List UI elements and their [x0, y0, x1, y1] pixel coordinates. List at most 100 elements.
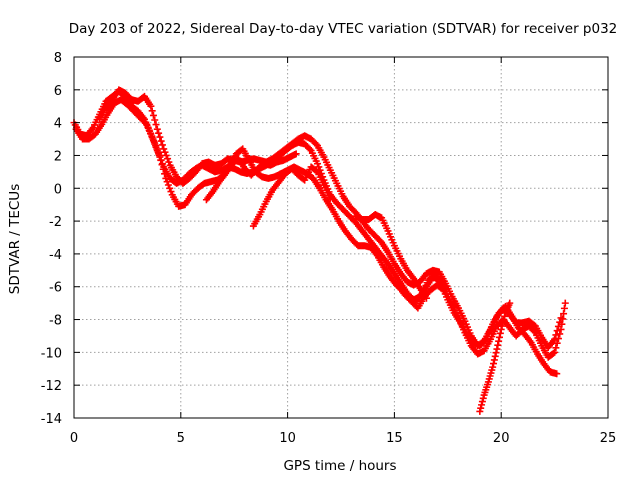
data-point — [312, 167, 320, 175]
y-tick-label: -4 — [49, 248, 62, 263]
data-point — [326, 194, 334, 202]
data-point — [551, 335, 559, 343]
y-tick-label: -6 — [49, 281, 62, 296]
data-point — [501, 312, 509, 320]
data-point — [162, 151, 170, 159]
data-point — [164, 155, 172, 163]
data-point — [292, 150, 300, 158]
data-point — [158, 141, 166, 149]
series-trace-h — [395, 281, 448, 312]
data-point — [506, 299, 514, 307]
data-point — [157, 137, 165, 145]
data-point — [315, 163, 323, 171]
data-point — [157, 156, 165, 164]
data-point — [560, 310, 568, 318]
data-point — [159, 165, 167, 173]
x-tick-label: 20 — [493, 431, 510, 446]
data-point — [167, 188, 175, 196]
data-point — [161, 148, 169, 156]
series-trace-f — [352, 211, 430, 302]
data-point — [492, 349, 500, 357]
data-point — [166, 184, 174, 192]
x-tick-label: 15 — [386, 431, 403, 446]
data-point — [163, 178, 171, 186]
y-tick-label: -10 — [41, 346, 62, 361]
data-point — [438, 285, 446, 293]
data-point — [477, 404, 485, 412]
data-point — [498, 322, 506, 330]
data-point — [551, 348, 559, 356]
y-tick-label: -8 — [49, 314, 62, 329]
series-trace-d — [202, 150, 300, 204]
x-tick-label: 10 — [279, 431, 296, 446]
data-point — [478, 401, 486, 409]
series-trace-c — [96, 86, 565, 351]
tick-labels: 0 5 10 15 20 25 -14 -12 -10 -8 -6 -4 -2 0 2 4 6 8 — [41, 51, 617, 446]
data-point — [549, 349, 557, 357]
data-point — [154, 148, 162, 156]
data-point — [553, 327, 561, 335]
data-point — [306, 145, 314, 153]
data-point — [494, 341, 502, 349]
data-point — [496, 329, 504, 337]
y-tick-label: -12 — [41, 379, 62, 394]
data-point — [552, 344, 560, 352]
data-point — [164, 181, 172, 189]
y-tick-label: 0 — [54, 182, 62, 197]
data-series — [70, 86, 569, 415]
y-tick-label: -14 — [41, 412, 62, 427]
data-point — [156, 133, 164, 141]
x-tick-label: 0 — [70, 431, 78, 446]
data-point — [500, 316, 508, 324]
series-trace-g — [476, 299, 514, 415]
data-point — [478, 398, 486, 406]
data-point — [499, 319, 507, 327]
data-point — [152, 142, 160, 150]
data-point — [153, 145, 161, 153]
y-tick-label: 6 — [54, 84, 62, 99]
y-tick-label: 2 — [54, 149, 62, 164]
chart-title: Day 203 of 2022, Sidereal Day-to-day VTE… — [69, 21, 618, 37]
data-point — [556, 318, 564, 326]
y-tick-label: 8 — [54, 51, 62, 66]
data-point — [152, 121, 160, 129]
data-point — [141, 119, 149, 127]
data-point — [155, 129, 163, 137]
data-point — [476, 407, 484, 415]
data-point — [553, 370, 561, 378]
data-point — [150, 138, 158, 146]
y-axis-label: SDTVAR / TECUs — [7, 184, 23, 294]
data-point — [561, 299, 569, 307]
data-point — [491, 352, 499, 360]
data-point — [161, 170, 169, 178]
data-point — [493, 345, 501, 353]
data-point — [495, 333, 503, 341]
data-point — [158, 161, 166, 169]
series-trace-e — [249, 163, 334, 230]
data-point — [314, 160, 322, 168]
data-point — [560, 304, 568, 312]
data-point — [497, 325, 505, 333]
data-point — [155, 151, 163, 159]
x-axis-label: GPS time / hours — [283, 458, 396, 474]
x-tick-label: 25 — [600, 431, 617, 446]
data-point — [489, 363, 497, 371]
data-point — [149, 111, 157, 119]
data-point — [557, 314, 565, 322]
y-tick-label: -2 — [49, 215, 62, 230]
data-point — [162, 174, 170, 182]
data-point — [552, 331, 560, 339]
data-point — [160, 145, 168, 153]
data-point — [479, 394, 487, 402]
data-point — [165, 158, 173, 166]
data-point — [490, 356, 498, 364]
axis-ticks — [73, 56, 609, 419]
data-point — [554, 322, 562, 330]
data-point — [312, 140, 320, 148]
data-point — [151, 116, 159, 124]
x-tick-label: 5 — [177, 431, 185, 446]
data-point — [148, 107, 156, 115]
data-point — [490, 360, 498, 368]
data-point — [147, 102, 155, 110]
